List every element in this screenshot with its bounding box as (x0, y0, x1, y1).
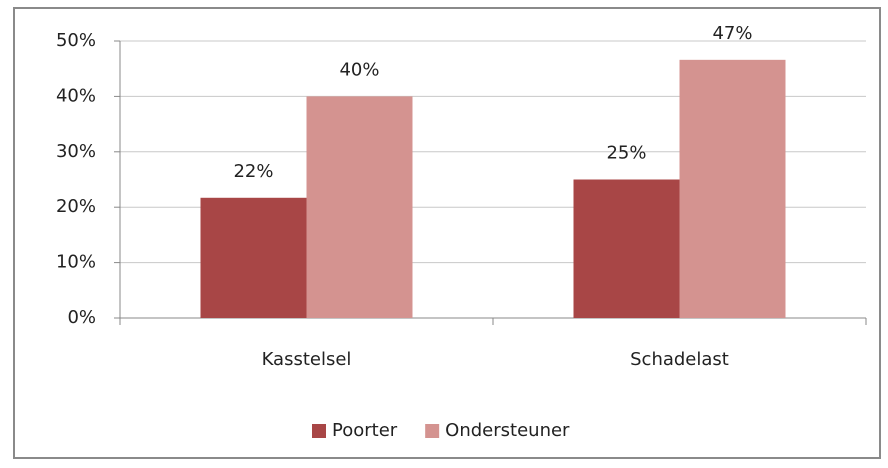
bar (200, 197, 307, 318)
bar (679, 59, 786, 318)
y-tick-label: 50% (56, 30, 96, 51)
value-label: 22% (233, 161, 273, 182)
value-label: 47% (712, 23, 752, 44)
value-label: 25% (606, 143, 646, 164)
x-tick-label: Kasstelsel (262, 349, 352, 370)
y-tick-label: 0% (67, 307, 96, 328)
y-tick-label: 30% (56, 141, 96, 162)
legend-swatch (425, 424, 440, 438)
legend-label: Poorter (332, 420, 398, 441)
value-label: 40% (339, 59, 379, 80)
bar (573, 179, 680, 318)
y-tick-label: 40% (56, 85, 96, 106)
y-tick-label: 20% (56, 196, 96, 217)
y-tick-label: 10% (56, 252, 96, 273)
legend-label: Ondersteuner (445, 420, 570, 441)
legend-swatch (312, 424, 326, 438)
bar (306, 96, 413, 319)
x-tick-label: Schadelast (630, 349, 729, 370)
